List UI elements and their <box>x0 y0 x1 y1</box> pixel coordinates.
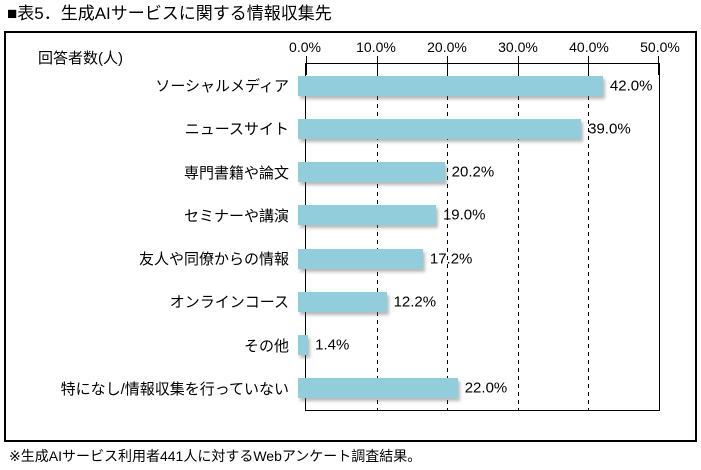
chart-box: 回答者数(人) 0.0% 10.0% 20.0% 30.0% 40.0% 50.0% ソー… <box>4 31 697 442</box>
value-label: 12.2% <box>393 293 437 311</box>
chart-title: ■表5．生成AIサービスに関する情報収集先 <box>7 4 332 23</box>
value-label: 39.0% <box>588 120 631 138</box>
x-axis-tick-label: 40.0% <box>569 39 609 55</box>
axis-tick-mark <box>517 56 519 75</box>
gridline <box>588 64 590 410</box>
bar-area: 1.4% <box>297 324 660 367</box>
axis-tick-mark <box>447 56 449 75</box>
bar-area: 17.2% <box>297 237 660 280</box>
category-label: セミナーや講演 <box>183 207 289 225</box>
x-axis-tick-label: 50.0% <box>640 39 680 55</box>
bar <box>298 205 436 226</box>
chart-row: セミナーや講演 19.0% <box>6 194 660 237</box>
category-label: 友人や同僚からの情報 <box>138 251 289 269</box>
value-label: 17.2% <box>429 250 473 268</box>
gridline <box>447 64 449 410</box>
bar <box>298 335 309 356</box>
category-label: 特になし/情報収集を行っていない <box>60 380 289 398</box>
bar-area: 42.0% <box>297 64 660 107</box>
bar <box>298 291 387 312</box>
bar-area: 22.0% <box>297 367 660 410</box>
value-label: 20.2% <box>451 163 495 181</box>
chart-row: 特になし/情報収集を行っていない 22.0% <box>6 367 660 410</box>
axis-tick-mark <box>376 56 378 75</box>
axis-tick-mark <box>658 56 659 75</box>
chart-row: ソーシャルメディア 42.0% <box>6 64 660 107</box>
axis-tick-mark <box>306 56 307 75</box>
bar <box>298 162 445 183</box>
x-axis: 0.0% 10.0% 20.0% 30.0% 40.0% 50.0% <box>289 39 680 56</box>
x-axis-tick-label: 10.0% <box>356 39 396 55</box>
bar <box>298 118 582 139</box>
value-label: 22.0% <box>464 379 508 397</box>
chart-row: 専門書籍や論文 20.2% <box>6 151 660 194</box>
x-axis-tick-label: 0.0% <box>289 39 321 55</box>
bar <box>298 248 423 269</box>
value-label: 42.0% <box>609 77 653 95</box>
bar-area: 39.0% <box>297 107 660 150</box>
chart-row: 友人や同僚からの情報 17.2% <box>6 237 660 280</box>
bar-area: 19.0% <box>297 194 660 237</box>
axis-unit-label: 回答者数(人) <box>38 50 123 67</box>
value-label: 19.0% <box>442 206 486 224</box>
bar-area: 12.2% <box>297 280 660 323</box>
chart-rows: ソーシャルメディア 42.0% ニュースサイト 39.0% 専門書籍や論文 20.2% セミ… <box>6 64 660 410</box>
gridline <box>517 64 519 410</box>
axis-tick-mark <box>588 56 590 75</box>
gridline <box>376 64 378 410</box>
category-label: オンラインコース <box>169 294 289 312</box>
plot-area <box>305 56 660 411</box>
value-label: 1.4% <box>315 336 350 354</box>
chart-row: その他 1.4% <box>6 324 660 367</box>
bar-area: 20.2% <box>297 151 660 194</box>
category-label: 専門書籍や論文 <box>183 164 289 182</box>
footnote: ※生成AIサービス利用者441人に対するWebアンケート調査結果。 <box>9 448 422 464</box>
chart-row: ニュースサイト 39.0% <box>6 107 660 150</box>
category-label: ソーシャルメディア <box>155 78 289 96</box>
bar <box>298 75 603 96</box>
category-label: その他 <box>243 337 289 355</box>
x-axis-tick-label: 20.0% <box>427 39 467 55</box>
category-label: ニュースサイト <box>184 121 289 139</box>
x-axis-tick-label: 30.0% <box>498 39 538 55</box>
bar <box>298 378 458 399</box>
chart-row: オンラインコース 12.2% <box>6 280 660 323</box>
